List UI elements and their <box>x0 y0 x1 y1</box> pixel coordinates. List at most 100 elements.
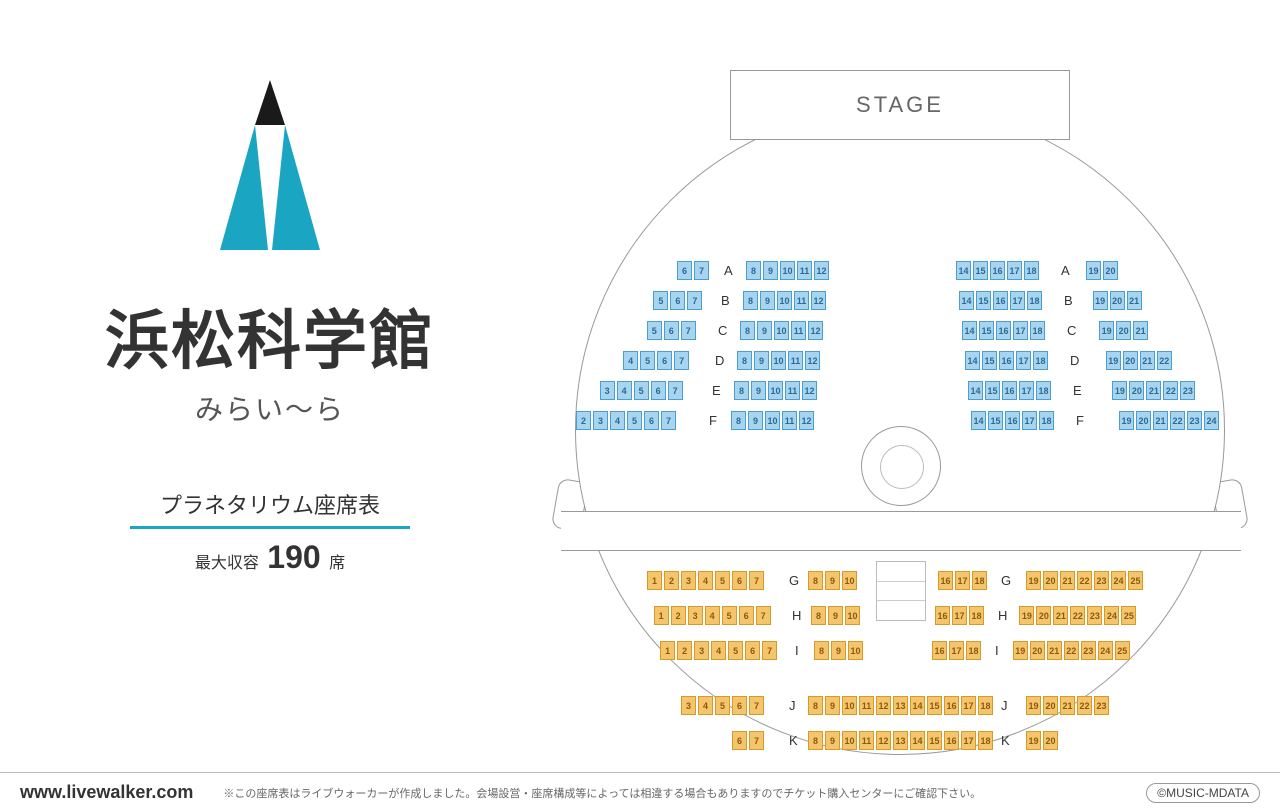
seat: 3 <box>694 641 709 660</box>
seat: 17 <box>1016 351 1031 370</box>
seat: 10 <box>848 641 863 660</box>
seat: 3 <box>688 606 703 625</box>
seat: 4 <box>610 411 625 430</box>
row-label: E <box>1073 383 1082 398</box>
seat: 21 <box>1047 641 1062 660</box>
seat: 15 <box>982 351 997 370</box>
seat: 3 <box>600 381 615 400</box>
seat: 20 <box>1129 381 1144 400</box>
seat: 11 <box>785 381 800 400</box>
seat: 20 <box>1136 411 1151 430</box>
seat: 8 <box>734 381 749 400</box>
seat: 17 <box>955 571 970 590</box>
row-label: K <box>1001 733 1010 748</box>
seat: 6 <box>732 571 747 590</box>
seat: 9 <box>828 606 843 625</box>
row-label: G <box>789 573 799 588</box>
seat: 21 <box>1127 291 1142 310</box>
seat: 16 <box>1002 381 1017 400</box>
seat: 11 <box>782 411 797 430</box>
seat: 3 <box>593 411 608 430</box>
row-label: F <box>1076 413 1084 428</box>
seat: 9 <box>757 321 772 340</box>
row-label: B <box>721 293 730 308</box>
seat: 21 <box>1053 606 1068 625</box>
seat: 22 <box>1070 606 1085 625</box>
seat: 22 <box>1064 641 1079 660</box>
seat: 17 <box>961 696 976 715</box>
seat: 2 <box>664 571 679 590</box>
seat: 14 <box>968 381 983 400</box>
stage-label: STAGE <box>856 92 944 118</box>
seat: 24 <box>1098 641 1113 660</box>
seat: 6 <box>732 696 747 715</box>
seat: 10 <box>774 321 789 340</box>
seat: 16 <box>993 291 1008 310</box>
seat: 23 <box>1180 381 1195 400</box>
seat: 18 <box>1036 381 1051 400</box>
seat: 10 <box>842 571 857 590</box>
seat: 14 <box>910 731 925 750</box>
seat: 17 <box>1007 261 1022 280</box>
seat: 17 <box>1019 381 1034 400</box>
seat: 17 <box>1013 321 1028 340</box>
seat: 17 <box>1022 411 1037 430</box>
chart-type-label: プラネタリウム座席表 <box>160 488 380 520</box>
seat: 9 <box>831 641 846 660</box>
seat: 16 <box>944 731 959 750</box>
seat: 17 <box>1010 291 1025 310</box>
seat: 6 <box>644 411 659 430</box>
row-label: C <box>718 323 727 338</box>
seat: 5 <box>634 381 649 400</box>
seat: 22 <box>1077 696 1092 715</box>
footer-disclaimer: ※この座席表はライブウォーカーが作成しました。会場設営・座席構成等によっては相違… <box>223 785 1146 801</box>
seat: 11 <box>859 731 874 750</box>
seat: 6 <box>657 351 672 370</box>
seat: 8 <box>808 696 823 715</box>
row-label: E <box>712 383 721 398</box>
seat: 15 <box>988 411 1003 430</box>
seat: 7 <box>661 411 676 430</box>
seat: 19 <box>1099 321 1114 340</box>
seat: 18 <box>978 731 993 750</box>
row-label: I <box>795 643 799 658</box>
seat: 7 <box>756 606 771 625</box>
seat: 22 <box>1077 571 1092 590</box>
capacity-number: 190 <box>267 539 320 575</box>
seat: 20 <box>1036 606 1051 625</box>
row-label: H <box>792 608 801 623</box>
seat: 6 <box>732 731 747 750</box>
seat: 5 <box>640 351 655 370</box>
venue-title: 浜松科学館 <box>60 290 480 382</box>
seat: 11 <box>794 291 809 310</box>
row-label: C <box>1067 323 1076 338</box>
seat: 13 <box>893 696 908 715</box>
seat: 6 <box>670 291 685 310</box>
seat: 16 <box>935 606 950 625</box>
seat: 2 <box>576 411 591 430</box>
seat: 19 <box>1119 411 1134 430</box>
seat: 8 <box>811 606 826 625</box>
seat: 23 <box>1187 411 1202 430</box>
accent-underline <box>130 526 410 529</box>
venue-subtitle: みらい〜ら <box>60 388 480 428</box>
seat: 4 <box>711 641 726 660</box>
seat: 15 <box>927 696 942 715</box>
seat: 12 <box>811 291 826 310</box>
seat: 8 <box>746 261 761 280</box>
seat: 21 <box>1153 411 1168 430</box>
seat: 7 <box>749 696 764 715</box>
seat: 10 <box>845 606 860 625</box>
seat: 12 <box>876 731 891 750</box>
seat: 17 <box>949 641 964 660</box>
seat: 4 <box>623 351 638 370</box>
seat: 21 <box>1146 381 1161 400</box>
seat: 1 <box>647 571 662 590</box>
seat: 24 <box>1104 606 1119 625</box>
seat: 20 <box>1123 351 1138 370</box>
footer-copyright: ©MUSIC-MDATA <box>1146 783 1260 803</box>
seat: 17 <box>952 606 967 625</box>
seat: 7 <box>674 351 689 370</box>
seat: 9 <box>825 571 840 590</box>
seat: 20 <box>1030 641 1045 660</box>
